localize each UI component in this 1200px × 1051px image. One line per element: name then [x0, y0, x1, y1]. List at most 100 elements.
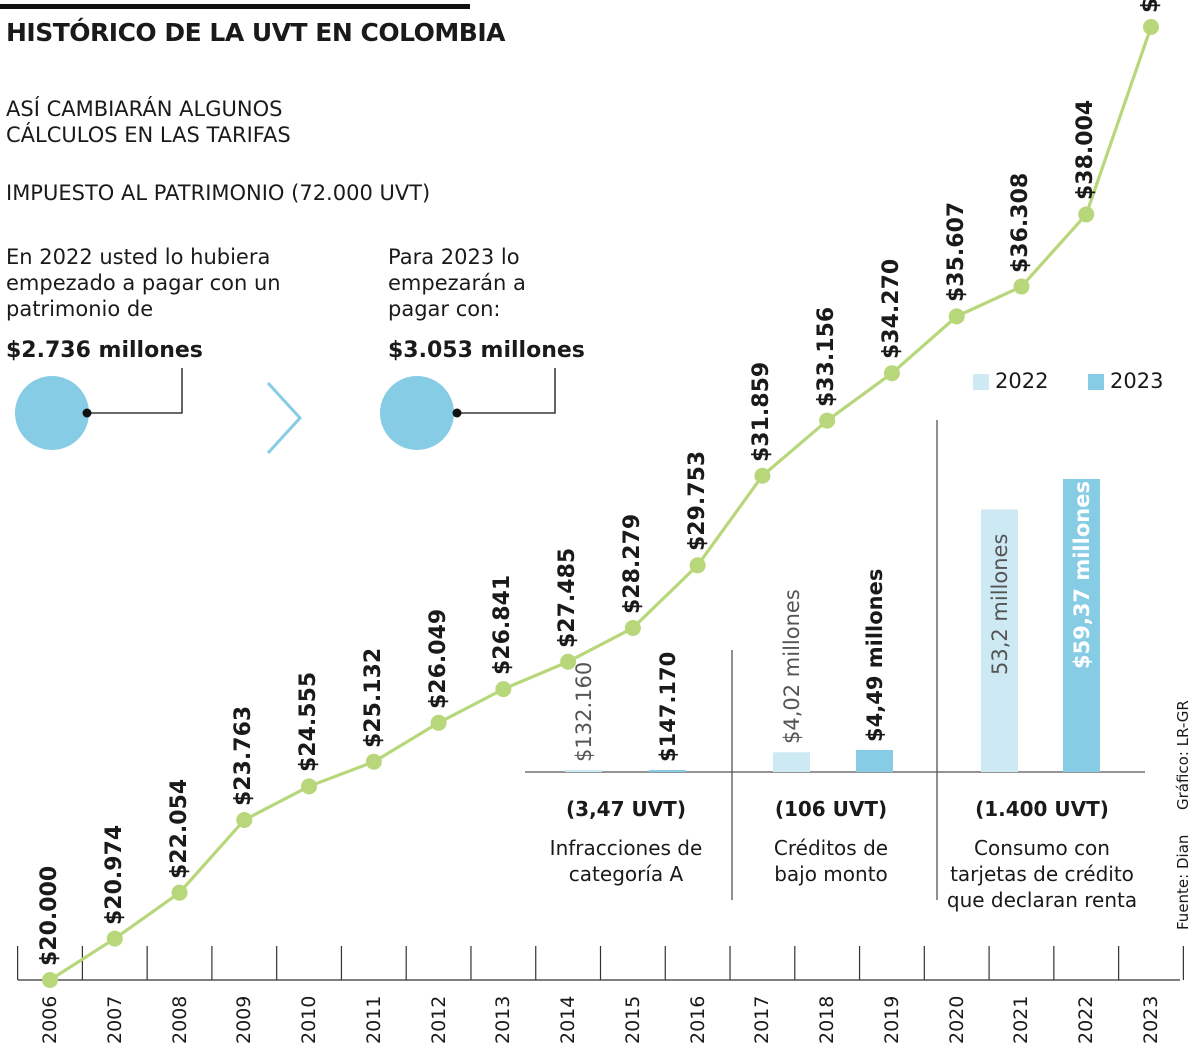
data-point: [1078, 206, 1095, 223]
patrimonio-2023-circle: [380, 376, 454, 450]
source-credit: Fuente: Dian: [1174, 834, 1192, 930]
data-label: $35.607: [943, 202, 969, 303]
data-label: $24.555: [296, 672, 322, 773]
data-point: [365, 753, 382, 770]
data-label: $25.132: [360, 647, 386, 748]
bar-2022: [981, 509, 1018, 772]
bars-layer: [565, 479, 1100, 772]
group-uvt-label: (1.400 UVT): [975, 797, 1109, 821]
bar-2023: [856, 750, 893, 772]
graphic-credit: Gráfico: LR-GR: [1174, 700, 1192, 810]
title-rule: [0, 4, 470, 9]
x-tick-label: 2018: [816, 995, 839, 1044]
data-label: $34.270: [878, 259, 904, 360]
data-point: [754, 467, 771, 484]
data-point: [819, 412, 836, 429]
section-heading: IMPUESTO AL PATRIMONIO (72.000 UVT): [6, 181, 431, 205]
data-point: [171, 884, 188, 901]
data-point: [1013, 278, 1030, 295]
legend-swatch-2022: [973, 374, 989, 390]
group-category-label: Créditos de: [773, 836, 889, 860]
group-uvt-label: (3,47 UVT): [566, 797, 686, 821]
patrimonio-2022-text: En 2022 usted lo hubiera empezado a paga…: [6, 245, 281, 321]
bar-value-label: $147.170: [655, 651, 680, 762]
x-tick-label: 2017: [751, 995, 774, 1044]
data-point: [948, 308, 965, 325]
x-axis: [17, 946, 1184, 981]
group-category-label: categoría A: [568, 862, 684, 886]
bar-value-label: 53,2 millones: [987, 534, 1012, 676]
x-tick-label: 2012: [427, 995, 450, 1044]
data-label: $38.004: [1073, 100, 1099, 201]
connector-line-right: [457, 368, 556, 414]
data-label: $26.841: [490, 574, 516, 676]
data-label: $27.485: [555, 547, 581, 648]
data-point: [301, 778, 318, 795]
patrimonio-2023-value: $3.053 millones: [388, 338, 585, 363]
chart-title: HISTÓRICO DE LA UVT EN COLOMBIA: [6, 18, 506, 47]
data-point: [883, 365, 900, 382]
data-label: $20.974: [101, 824, 127, 925]
legend-label-2023: 2023: [1110, 369, 1164, 393]
x-tick-label: 2015: [621, 995, 644, 1044]
legend-swatch-2023: [1088, 374, 1104, 390]
group-category-label: bajo monto: [774, 862, 888, 886]
patrimonio-2022-circle: [15, 376, 89, 450]
bar-value-label: $4,49 millones: [862, 568, 887, 742]
data-label: $36.308: [1008, 172, 1034, 273]
data-label: $23.763: [231, 705, 257, 806]
bar-2022: [565, 770, 602, 772]
patrimonio-2023-text: Para 2023 lo empezarán a pagar con:: [388, 245, 526, 321]
group-category-label: Consumo con: [974, 836, 1110, 860]
bar-value-label: $132.160: [571, 661, 596, 762]
data-label: $29.753: [684, 451, 710, 552]
group-category-label: que declaran renta: [946, 888, 1138, 912]
subtitle-line-1: ASÍ CAMBIARÁN ALGUNOS: [6, 97, 283, 121]
bar-value-label: $59,37 millones: [1069, 481, 1094, 669]
group-category-label: tarjetas de crédito: [950, 862, 1134, 886]
x-tick-label: 2008: [168, 995, 191, 1044]
bar-2023: [1063, 479, 1100, 772]
bar-2023: [649, 770, 686, 772]
legend-label-2022: 2022: [995, 369, 1049, 393]
x-tick-label: 2009: [233, 995, 256, 1044]
x-tick-label: 2019: [880, 995, 903, 1044]
x-tick-label: 2006: [39, 995, 61, 1044]
patrimonio-graphic: [15, 368, 556, 455]
x-tick-label: 2020: [945, 995, 968, 1044]
x-tick-label: 2011: [362, 995, 385, 1044]
data-point: [236, 811, 253, 828]
line-series-layer: [42, 19, 1159, 988]
data-point: [624, 619, 641, 636]
group-category-label: Infracciones de: [549, 836, 703, 860]
data-point: [42, 972, 58, 988]
connector-line-left: [87, 368, 183, 414]
data-point: [430, 714, 447, 731]
data-label: $20.000: [37, 865, 62, 966]
bar-2022: [773, 752, 810, 772]
x-tick-label: 2022: [1075, 995, 1098, 1044]
uvt-series-line: [49, 26, 1153, 982]
data-label: $42.412: [1138, 0, 1163, 13]
data-point: [1143, 19, 1159, 35]
bar-section-frame: [525, 420, 1145, 900]
x-tick-label: 2023: [1140, 995, 1162, 1044]
group-uvt-label: (106 UVT): [774, 797, 888, 821]
x-tick-label: 2007: [103, 995, 126, 1044]
x-tick-label: 2010: [298, 995, 321, 1044]
data-point: [689, 557, 706, 574]
data-label: $31.859: [749, 361, 775, 462]
patrimonio-2022-value: $2.736 millones: [6, 338, 203, 363]
data-label: $22.054: [166, 778, 192, 879]
data-label: $26.049: [425, 608, 451, 709]
x-tick-label: 2016: [686, 995, 709, 1044]
data-point: [495, 681, 512, 698]
bar-value-label: $4,02 millones: [779, 589, 804, 745]
data-point: [560, 653, 577, 670]
data-point: [106, 930, 123, 947]
x-tick-label: 2021: [1010, 995, 1033, 1044]
x-tick-label: 2014: [557, 995, 580, 1044]
data-label: $33.156: [814, 306, 840, 407]
x-tick-label: 2013: [492, 995, 515, 1044]
